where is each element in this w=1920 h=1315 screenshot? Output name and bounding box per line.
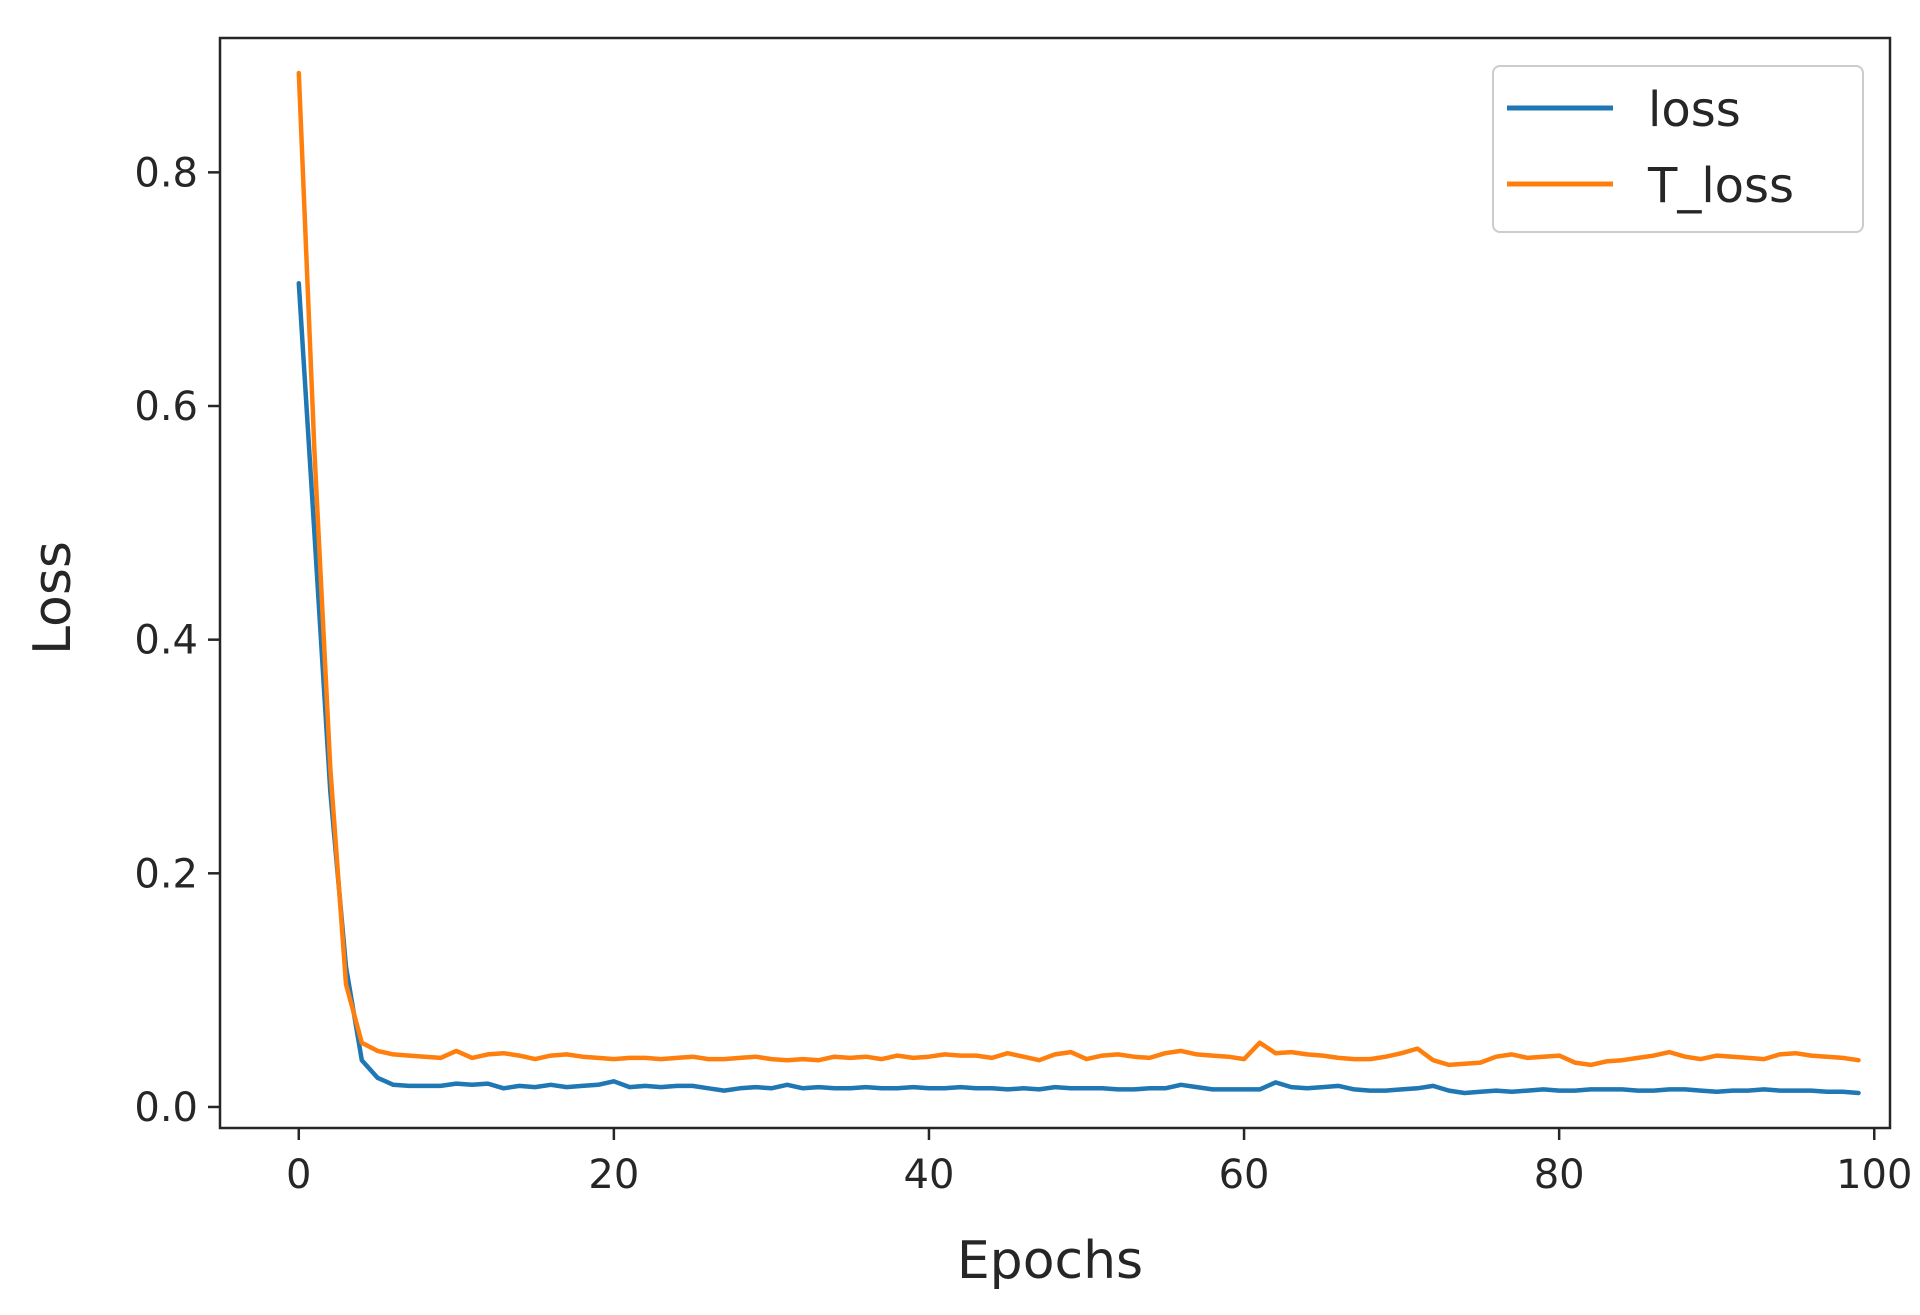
y-axis-label: Loss: [23, 541, 83, 655]
x-axis-label: Epochs: [957, 1231, 1143, 1291]
y-tick-label: 0.4: [134, 618, 198, 664]
x-axis-ticks: 0 20 40 60 80 100: [286, 1128, 1912, 1198]
series-line-t-loss: [296, 70, 1861, 1068]
x-tick-label: 40: [904, 1152, 955, 1198]
series-line-loss: [296, 281, 1861, 1096]
x-tick-label: 20: [588, 1152, 639, 1198]
legend: loss T_loss: [1492, 65, 1864, 233]
y-tick-label: 0.8: [134, 150, 198, 196]
x-tick-label: 0: [286, 1152, 311, 1198]
legend-label-loss: loss: [1648, 82, 1741, 138]
y-tick-label: 0.2: [134, 851, 198, 897]
y-axis-ticks: 0.0 0.2 0.4 0.6 0.8: [134, 150, 220, 1131]
x-tick-label: 80: [1534, 1152, 1585, 1198]
x-tick-label: 100: [1836, 1152, 1912, 1198]
y-tick-label: 0.6: [134, 384, 198, 430]
legend-label-t-loss: T_loss: [1647, 158, 1794, 214]
x-tick-label: 60: [1219, 1152, 1270, 1198]
y-tick-label: 0.0: [134, 1085, 198, 1131]
series-lines: [296, 70, 1861, 1096]
